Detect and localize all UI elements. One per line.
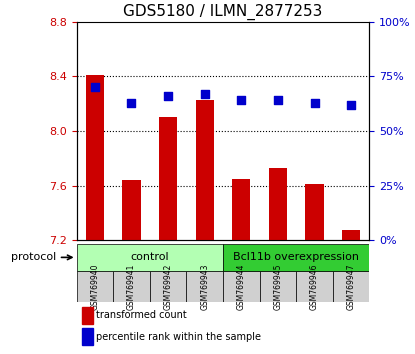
Text: GSM769947: GSM769947	[347, 263, 356, 310]
Text: GSM769945: GSM769945	[273, 263, 283, 310]
Text: GSM769943: GSM769943	[200, 263, 209, 310]
FancyBboxPatch shape	[76, 271, 113, 302]
Text: GSM769941: GSM769941	[127, 263, 136, 310]
FancyBboxPatch shape	[223, 244, 369, 271]
Point	[311, 100, 318, 105]
FancyBboxPatch shape	[223, 271, 260, 302]
Bar	[159, 118, 177, 240]
Text: control: control	[130, 252, 169, 262]
Title: GDS5180 / ILMN_2877253: GDS5180 / ILMN_2877253	[123, 4, 323, 21]
Text: percentile rank within the sample: percentile rank within the sample	[95, 332, 261, 342]
Point	[275, 98, 281, 103]
Text: protocol: protocol	[11, 252, 72, 262]
Bar	[342, 229, 360, 240]
Point	[92, 85, 98, 90]
FancyBboxPatch shape	[333, 271, 369, 302]
Point	[128, 100, 135, 105]
Bar	[83, 307, 93, 324]
Text: GSM769940: GSM769940	[90, 263, 99, 310]
Text: Bcl11b overexpression: Bcl11b overexpression	[233, 252, 359, 262]
FancyBboxPatch shape	[186, 271, 223, 302]
Bar	[195, 99, 214, 240]
Text: GSM769944: GSM769944	[237, 263, 246, 310]
Point	[201, 91, 208, 97]
Bar	[83, 328, 93, 345]
Bar	[85, 75, 104, 240]
FancyBboxPatch shape	[260, 271, 296, 302]
FancyBboxPatch shape	[150, 271, 186, 302]
Point	[348, 102, 354, 108]
Bar	[305, 184, 324, 240]
Text: GSM769942: GSM769942	[164, 263, 173, 310]
FancyBboxPatch shape	[296, 271, 333, 302]
Point	[165, 93, 171, 99]
Text: transformed count: transformed count	[95, 310, 186, 320]
Bar	[269, 168, 287, 240]
Bar	[232, 179, 251, 240]
Text: GSM769946: GSM769946	[310, 263, 319, 310]
FancyBboxPatch shape	[76, 244, 223, 271]
Bar	[122, 180, 141, 240]
Point	[238, 98, 244, 103]
FancyBboxPatch shape	[113, 271, 150, 302]
